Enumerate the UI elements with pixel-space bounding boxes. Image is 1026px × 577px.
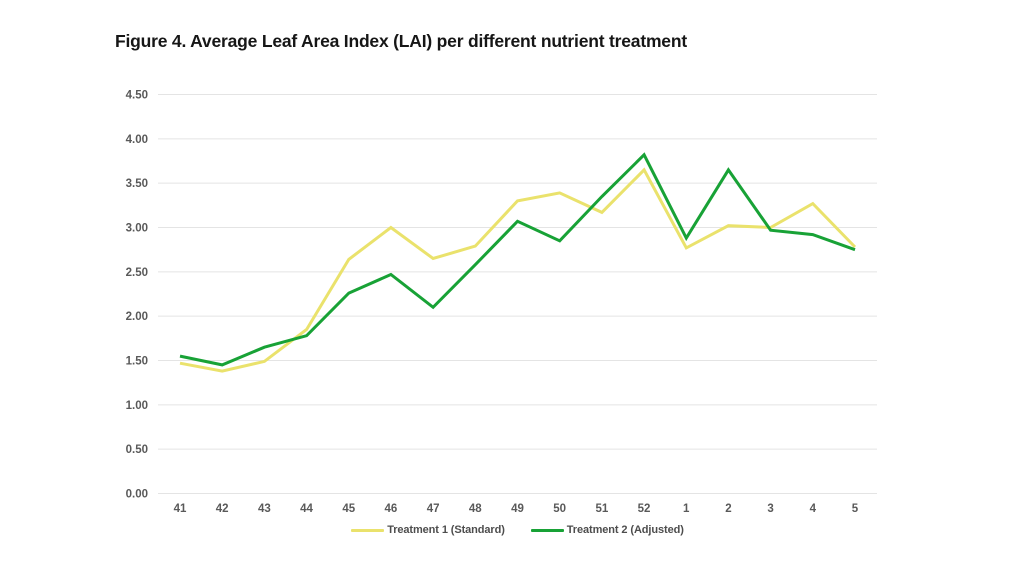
figure-title: Figure 4. Average Leaf Area Index (LAI) … bbox=[115, 31, 687, 51]
x-tick-label-3: 3 bbox=[767, 503, 773, 515]
x-tick-label-41: 41 bbox=[174, 503, 187, 515]
x-tick-label-46: 46 bbox=[385, 503, 398, 515]
legend-item-treatment2: Treatment 2 (Adjusted) bbox=[530, 524, 684, 536]
y-tick-label-3.00: 3.00 bbox=[126, 223, 148, 235]
x-tick-label-49: 49 bbox=[511, 503, 524, 515]
legend-item-treatment1: Treatment 1 (Standard) bbox=[351, 524, 505, 536]
treatment2-legend-label: Treatment 2 (Adjusted) bbox=[566, 524, 684, 536]
treatment2-line-swatch bbox=[530, 528, 564, 532]
x-tick-label-45: 45 bbox=[342, 503, 355, 515]
chart-legend: Treatment 1 (Standard) Treatment 2 (Adju… bbox=[158, 524, 877, 536]
x-tick-label-44: 44 bbox=[300, 503, 313, 515]
y-tick-label-4.50: 4.50 bbox=[126, 90, 148, 102]
y-tick-label-3.50: 3.50 bbox=[126, 178, 148, 190]
x-tick-label-43: 43 bbox=[258, 503, 271, 515]
x-tick-label-51: 51 bbox=[595, 503, 608, 515]
x-tick-label-50: 50 bbox=[553, 503, 566, 515]
y-tick-label-2.00: 2.00 bbox=[126, 311, 148, 323]
x-tick-label-52: 52 bbox=[638, 503, 651, 515]
series-line-treatment1 bbox=[179, 167, 857, 373]
treatment1-line-swatch bbox=[351, 528, 385, 532]
x-tick-label-5: 5 bbox=[852, 503, 859, 515]
x-tick-label-42: 42 bbox=[216, 503, 229, 515]
y-tick-label-1.00: 1.00 bbox=[126, 400, 148, 412]
x-tick-label-1: 1 bbox=[683, 503, 690, 515]
y-tick-label-0.50: 0.50 bbox=[126, 444, 148, 456]
y-tick-label-4.00: 4.00 bbox=[126, 134, 148, 146]
x-tick-label-47: 47 bbox=[427, 503, 440, 515]
y-tick-label-0.00: 0.00 bbox=[126, 489, 148, 501]
y-tick-label-1.50: 1.50 bbox=[126, 356, 148, 368]
x-tick-label-2: 2 bbox=[725, 503, 731, 515]
treatment1-legend-label: Treatment 1 (Standard) bbox=[387, 524, 505, 536]
x-tick-label-4: 4 bbox=[810, 503, 817, 515]
series-line-treatment2 bbox=[179, 152, 856, 367]
x-tick-label-48: 48 bbox=[469, 503, 482, 515]
y-tick-label-2.50: 2.50 bbox=[126, 267, 148, 279]
